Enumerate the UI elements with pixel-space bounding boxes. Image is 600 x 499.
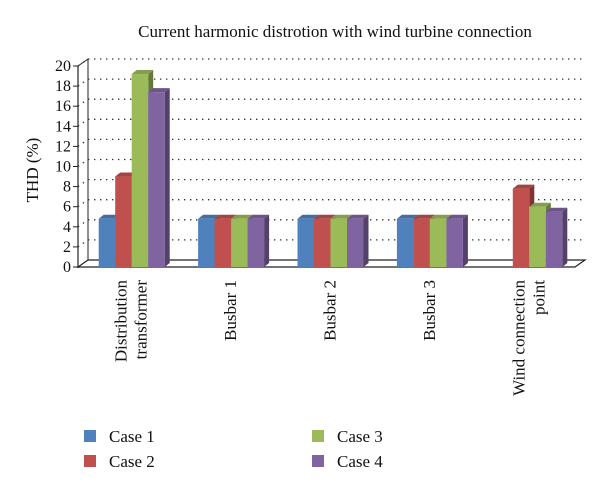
- y-axis-ticks: 0 2 4 6 8 10 12 14 16 18 20: [55, 58, 78, 276]
- category-label-line: Wind connection: [509, 280, 528, 396]
- bar: [512, 188, 530, 267]
- bar-top: [347, 214, 369, 219]
- bar-top: [314, 214, 336, 219]
- category-label: Distributiontransformer: [112, 280, 151, 363]
- bar: [446, 218, 463, 267]
- y-tick-label: 18: [55, 78, 71, 95]
- legend-swatch: [312, 455, 324, 467]
- bar-side: [264, 214, 270, 267]
- category-label-line: transformer: [132, 280, 151, 360]
- bar-case-4: [446, 214, 468, 267]
- bar-side: [363, 214, 369, 267]
- bar: [314, 218, 331, 267]
- gridline-side: [77, 78, 89, 87]
- gridline-side: [77, 98, 89, 107]
- bar-top: [131, 70, 154, 75]
- bar: [247, 218, 265, 267]
- bar-side: [462, 214, 468, 267]
- category-label: Busbar 2: [321, 280, 340, 341]
- bar: [347, 218, 364, 267]
- bar: [231, 218, 248, 267]
- bar-top: [512, 184, 535, 189]
- bar-top: [198, 214, 220, 219]
- chart-title: Current harmonic distrotion with wind tu…: [138, 22, 532, 41]
- bars: [98, 70, 568, 267]
- bar-top: [545, 207, 568, 212]
- bar: [297, 218, 314, 267]
- bar: [330, 218, 347, 267]
- y-tick-label: 6: [63, 199, 71, 216]
- category-label: Busbar 1: [221, 280, 240, 341]
- legend-label: Case 3: [337, 427, 383, 446]
- bar: [529, 206, 546, 267]
- bar-top: [429, 214, 452, 219]
- bar: [214, 218, 232, 267]
- y-axis-label: THD (%): [23, 138, 42, 203]
- legend-swatch: [84, 430, 96, 442]
- bar-top: [297, 214, 319, 219]
- gridlines: [77, 58, 585, 248]
- bar-top: [247, 214, 270, 219]
- y-tick-label: 12: [55, 138, 71, 155]
- gridline-side: [77, 239, 89, 248]
- bar-case-4: [247, 214, 270, 267]
- bar-side: [164, 88, 170, 267]
- category-labels: Distributiontransformer Busbar 1 Busbar 2 B…: [112, 280, 549, 396]
- category-label-line: Busbar 2: [321, 280, 340, 341]
- legend-swatch: [312, 430, 324, 442]
- category-label: Busbar 3: [420, 280, 439, 341]
- bar-top: [396, 214, 419, 219]
- y-tick-label: 20: [55, 58, 71, 75]
- category-label-line: Busbar 3: [420, 280, 439, 341]
- y-tick-label: 4: [63, 219, 71, 236]
- gridline-side: [77, 199, 89, 208]
- y-tick-label: 16: [55, 98, 71, 115]
- bar: [115, 176, 132, 267]
- category-label-line: Busbar 1: [221, 280, 240, 341]
- bar-top: [446, 214, 468, 219]
- bar-top: [115, 172, 137, 177]
- bar-top: [231, 214, 253, 219]
- category-label-line: Distribution: [112, 280, 131, 363]
- bar-side: [562, 207, 568, 267]
- gridline-side: [77, 158, 89, 168]
- bar-top: [214, 214, 237, 219]
- bar: [131, 74, 149, 267]
- legend-label: Case 1: [109, 427, 155, 446]
- bar: [545, 211, 563, 267]
- category-label-line: point: [529, 280, 548, 315]
- bar-top: [330, 214, 352, 219]
- legend-label: Case 2: [109, 452, 155, 471]
- y-tick-label: 0: [63, 259, 71, 276]
- y-tick-label: 8: [63, 179, 71, 196]
- bar: [198, 218, 215, 267]
- bar-top: [413, 214, 435, 219]
- bar-case-4: [148, 88, 170, 267]
- legend-label: Case 4: [337, 452, 383, 471]
- gridline-side: [77, 179, 89, 188]
- legend: Case 1 Case 2 Case 3 Case 4: [84, 427, 383, 471]
- bar: [413, 218, 430, 267]
- gridline-side: [77, 138, 89, 147]
- bar: [148, 92, 165, 267]
- bar: [396, 218, 414, 267]
- legend-swatch: [84, 455, 96, 467]
- gridline-side: [77, 58, 89, 67]
- y-tick-label: 2: [63, 239, 71, 256]
- bar-top: [148, 88, 170, 93]
- y-tick-label: 10: [55, 159, 71, 176]
- bar-case-4: [545, 207, 568, 267]
- category-label: Wind connectionpoint: [509, 280, 548, 396]
- bar: [98, 218, 116, 267]
- y-tick-label: 14: [55, 118, 71, 135]
- gridline-side: [77, 118, 89, 127]
- bar: [429, 218, 447, 267]
- gridline-side: [77, 219, 89, 228]
- bar-case-4: [347, 214, 369, 267]
- bar-top: [98, 214, 121, 219]
- chart-walls: [77, 58, 89, 268]
- bar-top: [529, 202, 551, 207]
